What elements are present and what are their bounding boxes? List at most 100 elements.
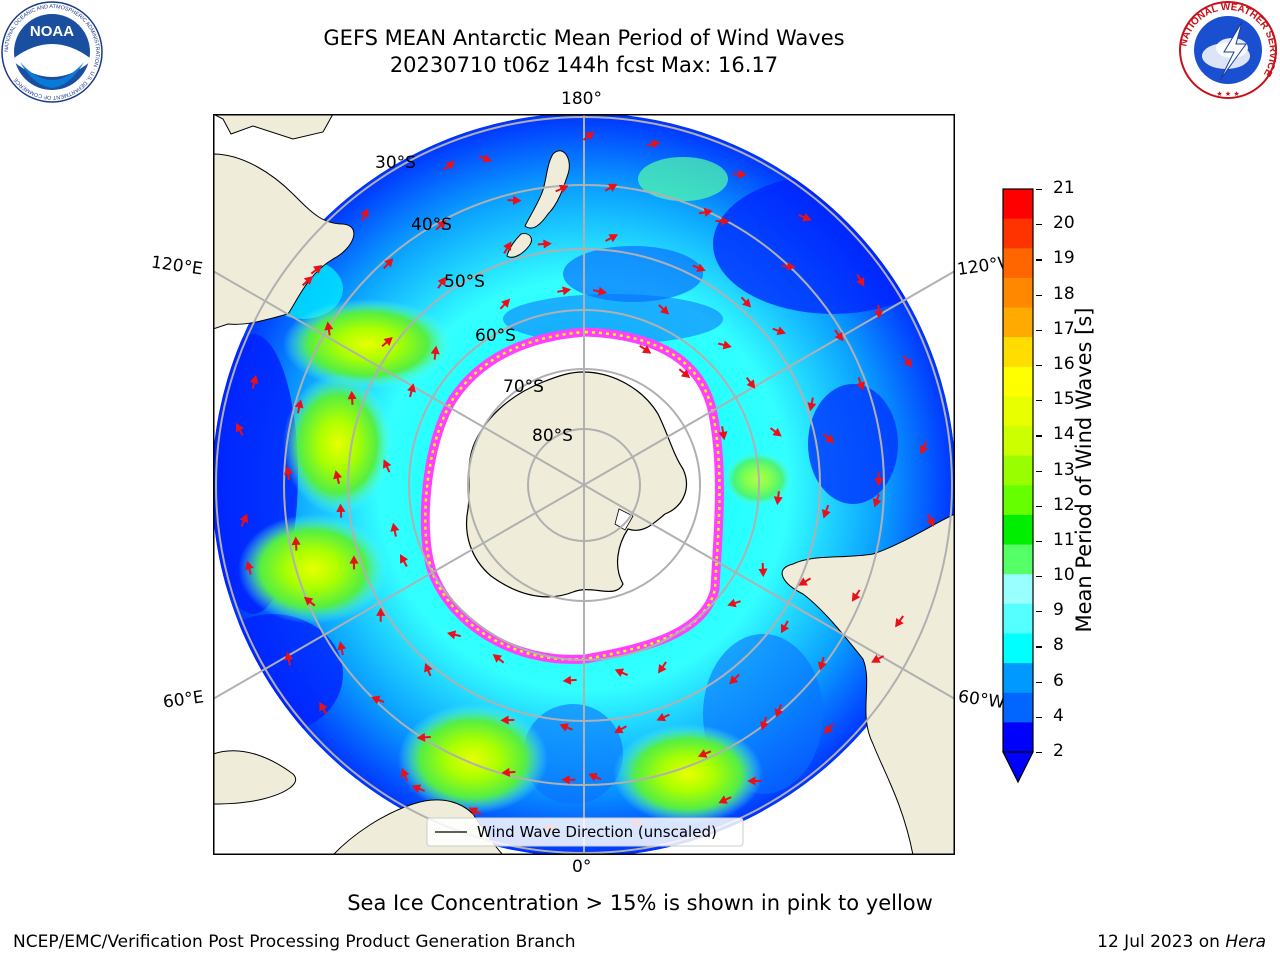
wave-direction-arrowhead <box>773 496 783 506</box>
wave-direction-arrowhead <box>660 305 670 315</box>
wave-direction-arrowhead <box>641 345 652 354</box>
wave-direction-arrowhead <box>411 784 422 794</box>
colorbar-tick-mark <box>1036 681 1042 683</box>
wave-direction-arrowhead <box>337 641 347 651</box>
wave-direction-arrowhead <box>727 598 737 608</box>
colorbar-tick-label: 16 <box>1053 353 1075 374</box>
wave-direction-arrowhead <box>776 326 786 336</box>
wave-direction-arrowhead <box>558 184 569 194</box>
wave-direction-arrowhead <box>807 402 817 412</box>
wind-wave-arrows <box>235 131 935 833</box>
wave-direction-arrowhead <box>446 630 457 640</box>
wave-direction-arrowhead <box>239 513 249 524</box>
wave-direction-arrowhead <box>500 715 509 725</box>
colorbar-tick-mark <box>1036 752 1042 754</box>
colorbar-tick-mark <box>1036 435 1042 437</box>
lon-label-180: 180° <box>561 89 602 109</box>
wave-direction-arrowhead <box>729 675 739 685</box>
colorbar-tick-label: 18 <box>1053 283 1075 304</box>
colorbar-tick-label: 10 <box>1053 565 1075 586</box>
run-date: 12 Jul 2023 on Hera <box>1097 932 1266 952</box>
wave-direction-arrowhead <box>382 459 392 469</box>
producer-credit: NCEP/EMC/Verification Post Processing Pr… <box>13 932 576 952</box>
colorbar-block <box>1003 633 1033 664</box>
wave-direction-arrowhead <box>607 183 618 192</box>
wave-direction-arrowhead <box>696 263 706 272</box>
wave-direction-arrowhead <box>825 434 835 444</box>
wave-direction-arrowhead <box>680 369 691 379</box>
chart-subtitle: 20230710 t06z 144h fcst Max: 16.17 <box>389 53 779 77</box>
polar-map: 30°S 40°S 50°S 60°S 70°S 80°S Wind Wave … <box>213 114 955 855</box>
lat-label-70s: 70°S <box>503 377 544 397</box>
wave-direction-arrowhead <box>718 795 728 804</box>
wave-direction-arrowhead <box>856 277 865 287</box>
colorbar-tick-label: 4 <box>1053 705 1064 726</box>
wave-direction-arrowhead <box>614 725 624 734</box>
wave-direction-arrowhead <box>834 331 844 342</box>
wave-direction-arrowhead <box>738 169 747 179</box>
colorbar-block <box>1003 663 1033 694</box>
wave-direction-arrowhead <box>370 695 381 705</box>
wave-direction-arrowhead <box>501 767 511 777</box>
wave-direction-arrowhead <box>383 337 393 346</box>
colorbar-block <box>1003 455 1033 486</box>
colorbar-tick-label: 12 <box>1053 494 1075 515</box>
colorbar-tick-mark <box>1036 540 1042 543</box>
chart-title: GEFS MEAN Antarctic Mean Period of Wind … <box>323 26 845 50</box>
wave-direction-arrowhead <box>871 654 881 663</box>
wave-direction-arrowhead <box>747 776 756 786</box>
wave-direction-arrowhead <box>291 536 301 546</box>
wave-direction-arrowhead <box>430 345 440 355</box>
noaa-logo: NOAA NATIONAL OCEANIC AND ATMOSPHERIC AD… <box>1 1 103 103</box>
wave-direction-arrowhead <box>303 596 314 606</box>
colorbar-tick-mark <box>1036 646 1042 648</box>
wave-direction-arrowhead <box>562 675 572 685</box>
south-america-landmass <box>781 513 955 855</box>
wave-direction-arrowhead <box>336 503 346 513</box>
colorbar-tick-label: 19 <box>1053 248 1075 269</box>
colorbar-tick-label: 17 <box>1053 318 1075 339</box>
wave-direction-arrowhead <box>468 807 479 816</box>
lon-label-120e: 120°E <box>149 252 204 280</box>
colorbar-tick-label: 15 <box>1053 389 1075 410</box>
wave-direction-arrowhead <box>895 618 904 628</box>
wave-direction-arrowhead <box>721 216 730 226</box>
wave-direction-arrowhead <box>656 712 667 722</box>
svg-text:Wind Wave Direction (unscaled): Wind Wave Direction (unscaled) <box>477 823 717 841</box>
lat-label-60s: 60°S <box>475 326 516 346</box>
wave-direction-arrowhead <box>919 444 929 455</box>
wave-direction-arrowhead <box>312 265 323 274</box>
land-top-left <box>213 114 334 140</box>
colorbar-block <box>1003 189 1033 220</box>
colorbar-tick-mark <box>1036 224 1042 226</box>
wave-direction-arrowhead <box>742 298 752 308</box>
wave-direction-arrowhead <box>347 390 357 400</box>
wave-direction-arrowhead <box>585 131 595 141</box>
wave-direction-arrowhead <box>821 509 831 519</box>
colorbar-block <box>1003 218 1033 249</box>
wave-direction-arrowhead <box>284 651 294 661</box>
wave-direction-arrowhead <box>874 478 884 487</box>
run-date-text: 12 Jul 2023 on <box>1097 932 1226 952</box>
colorbar-tick-label: 2 <box>1053 741 1064 761</box>
colorbar-tick-mark <box>1036 470 1042 472</box>
wave-direction-arrowhead <box>244 560 254 571</box>
wave-direction-arrowhead <box>399 554 409 564</box>
colorbar-block <box>1003 485 1033 516</box>
wave-direction-arrowhead <box>746 379 756 389</box>
wave-direction-arrowhead <box>588 772 598 782</box>
colorbar-tick-label: 9 <box>1053 600 1064 621</box>
colorbar-under-arrow <box>1002 751 1034 784</box>
nws-logo: NATIONAL WEATHER SERVICE ★ ★ ★ <box>1178 1 1278 99</box>
colorbar-block <box>1003 366 1033 397</box>
wave-direction-arrowhead <box>543 239 552 249</box>
colorbar-tick-label: 8 <box>1053 635 1064 656</box>
wave-direction-arrowhead <box>802 212 812 222</box>
colorbar-tick-mark <box>1036 611 1042 613</box>
colorbar-tick-label: 6 <box>1053 670 1064 691</box>
colorbar-block <box>1003 514 1033 546</box>
wave-direction-arrowhead <box>718 431 728 441</box>
colorbar-tick-label: 21 <box>1053 178 1075 198</box>
wave-direction-arrowhead <box>303 275 314 285</box>
wave-direction-arrowhead <box>760 721 769 731</box>
